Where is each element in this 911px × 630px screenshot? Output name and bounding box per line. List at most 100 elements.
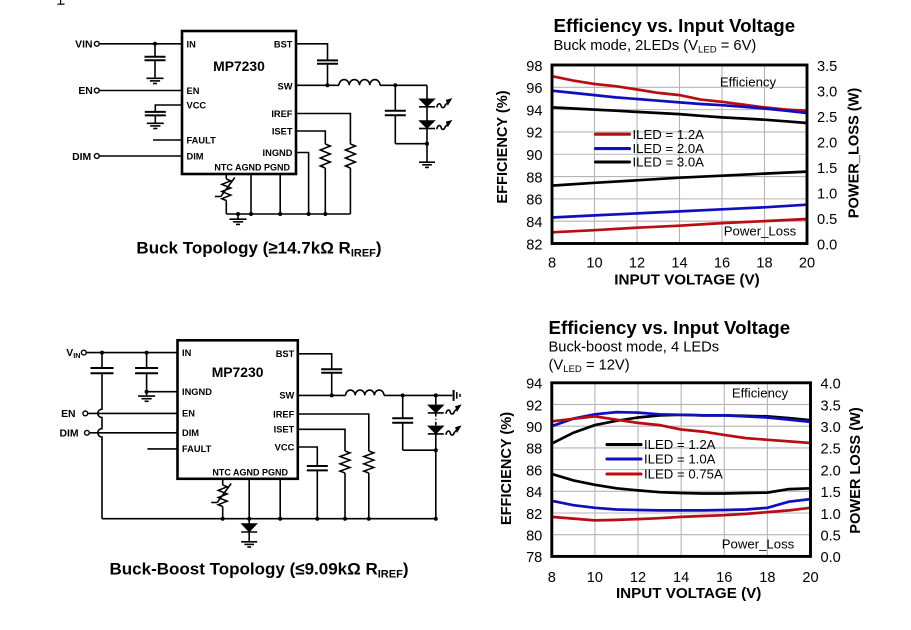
svg-text:86: 86 [526, 463, 542, 479]
svg-text:3.0: 3.0 [821, 420, 841, 436]
svg-text:16: 16 [714, 255, 730, 271]
svg-text:84: 84 [526, 215, 542, 231]
svg-text:SW: SW [279, 391, 294, 401]
svg-text:VCC: VCC [275, 442, 295, 452]
svg-text:Buck-boost mode, 4 LEDs: Buck-boost mode, 4 LEDs [549, 339, 720, 355]
svg-text:IREF: IREF [271, 109, 292, 119]
svg-text:DIM: DIM [59, 428, 78, 439]
svg-text:EN: EN [182, 409, 195, 419]
svg-text:12: 12 [629, 255, 645, 271]
svg-text:INPUT VOLTAGE (V): INPUT VOLTAGE (V) [616, 585, 761, 602]
svg-text:94: 94 [526, 103, 542, 119]
svg-text:Efficiency vs. Input Voltage: Efficiency vs. Input Voltage [554, 15, 796, 36]
svg-text:DIM: DIM [187, 151, 204, 161]
svg-text:Buck Topology (≥14.7kΩ RIREF): Buck Topology (≥14.7kΩ RIREF) [136, 239, 381, 260]
svg-text:Buck-Boost Topology (≤9.09kΩ R: Buck-Boost Topology (≤9.09kΩ RIREF) [110, 560, 409, 581]
svg-text:98: 98 [526, 59, 542, 75]
svg-text:(VLED = 12V): (VLED = 12V) [549, 357, 630, 375]
svg-text:Power_Loss: Power_Loss [722, 537, 795, 552]
svg-text:VCC: VCC [187, 100, 207, 110]
svg-text:ILED = 1.0A: ILED = 1.0A [644, 452, 716, 467]
svg-text:1.0: 1.0 [817, 186, 837, 202]
svg-text:INPUT VOLTAGE (V): INPUT VOLTAGE (V) [614, 272, 759, 289]
svg-text:IN: IN [187, 39, 197, 49]
svg-text:4.0: 4.0 [821, 377, 841, 393]
svg-text:90: 90 [526, 148, 542, 164]
svg-text:IREF: IREF [273, 409, 294, 419]
svg-text:ISET: ISET [272, 126, 293, 136]
svg-text:88: 88 [526, 442, 542, 458]
svg-text:Efficiency: Efficiency [720, 75, 777, 90]
svg-text:VIN: VIN [75, 39, 92, 50]
svg-text:EN: EN [78, 86, 92, 97]
svg-text:10: 10 [587, 570, 603, 586]
svg-text:82: 82 [526, 237, 542, 253]
svg-text:EFFICIENCY (%): EFFICIENCY (%) [499, 412, 515, 525]
svg-text:NTC AGND PGND: NTC AGND PGND [212, 468, 288, 478]
svg-text:DIM: DIM [182, 428, 199, 438]
svg-text:EFFICIENCY (%): EFFICIENCY (%) [495, 90, 511, 203]
svg-text:18: 18 [756, 255, 772, 271]
svg-text:3.5: 3.5 [817, 59, 837, 75]
svg-text:ILED = 0.75A: ILED = 0.75A [644, 467, 723, 482]
svg-text:90: 90 [526, 420, 542, 436]
svg-text:10: 10 [586, 255, 602, 271]
svg-text:12: 12 [630, 570, 646, 586]
svg-text:FAULT: FAULT [187, 135, 217, 145]
svg-text:2.5: 2.5 [817, 110, 837, 126]
svg-text:BST: BST [274, 39, 293, 49]
svg-text:14: 14 [671, 255, 687, 271]
svg-text:3.5: 3.5 [821, 398, 841, 414]
svg-text:92: 92 [526, 398, 542, 414]
svg-text:ILED = 3.0A: ILED = 3.0A [633, 155, 705, 170]
svg-text:DIM: DIM [72, 152, 91, 163]
svg-text:Power_Loss: Power_Loss [724, 224, 797, 239]
svg-text:POWER LOSS (W): POWER LOSS (W) [848, 407, 864, 534]
svg-text:14: 14 [673, 570, 689, 586]
svg-text:88: 88 [526, 170, 542, 186]
svg-text:IN: IN [182, 348, 192, 358]
svg-text:NTC AGND PGND: NTC AGND PGND [214, 163, 290, 173]
svg-text:0.5: 0.5 [817, 212, 837, 228]
svg-text:2.5: 2.5 [821, 442, 841, 458]
svg-text:80: 80 [526, 529, 542, 545]
svg-text:8: 8 [548, 570, 556, 586]
svg-text:Efficiency vs. Input Voltage: Efficiency vs. Input Voltage [549, 317, 791, 338]
svg-text:MP7230: MP7230 [213, 58, 265, 74]
svg-text:VIN: VIN [66, 348, 80, 360]
svg-text:1.0: 1.0 [821, 507, 841, 523]
svg-text:Buck mode, 2LEDs (VLED = 6V): Buck mode, 2LEDs (VLED = 6V) [554, 38, 757, 56]
svg-text:FAULT: FAULT [182, 444, 212, 454]
svg-text:ILED = 1.2A: ILED = 1.2A [644, 437, 716, 452]
svg-text:78: 78 [526, 550, 542, 566]
svg-text:EN: EN [61, 409, 75, 420]
svg-text:16: 16 [716, 570, 732, 586]
svg-text:ILED = 1.2A: ILED = 1.2A [633, 127, 705, 142]
svg-text:0.5: 0.5 [821, 529, 841, 545]
svg-text:2.0: 2.0 [817, 135, 837, 151]
svg-text:0.0: 0.0 [817, 237, 837, 253]
svg-text:96: 96 [526, 81, 542, 97]
svg-text:POWER_LOSS (W): POWER_LOSS (W) [847, 88, 863, 219]
svg-text:92: 92 [526, 126, 542, 142]
svg-text:8: 8 [548, 255, 556, 271]
svg-text:1.5: 1.5 [817, 161, 837, 177]
svg-text:94: 94 [526, 377, 542, 393]
svg-text:18: 18 [759, 570, 775, 586]
svg-text:84: 84 [526, 485, 542, 501]
svg-text:86: 86 [526, 193, 542, 209]
svg-text:ILED = 2.0A: ILED = 2.0A [633, 141, 705, 156]
svg-text:MP7230: MP7230 [212, 364, 264, 380]
svg-text:INGND: INGND [182, 387, 212, 397]
svg-text:3.0: 3.0 [817, 84, 837, 100]
svg-text:BST: BST [276, 349, 295, 359]
svg-text:ISET: ISET [274, 425, 295, 435]
svg-text:1.5: 1.5 [821, 485, 841, 501]
svg-text:20: 20 [802, 570, 818, 586]
svg-text:Efficiency: Efficiency [732, 386, 789, 401]
svg-text:SW: SW [278, 81, 293, 91]
svg-text:0.0: 0.0 [821, 550, 841, 566]
svg-text:EN: EN [187, 86, 200, 96]
svg-text:82: 82 [526, 507, 542, 523]
svg-text:20: 20 [799, 255, 815, 271]
